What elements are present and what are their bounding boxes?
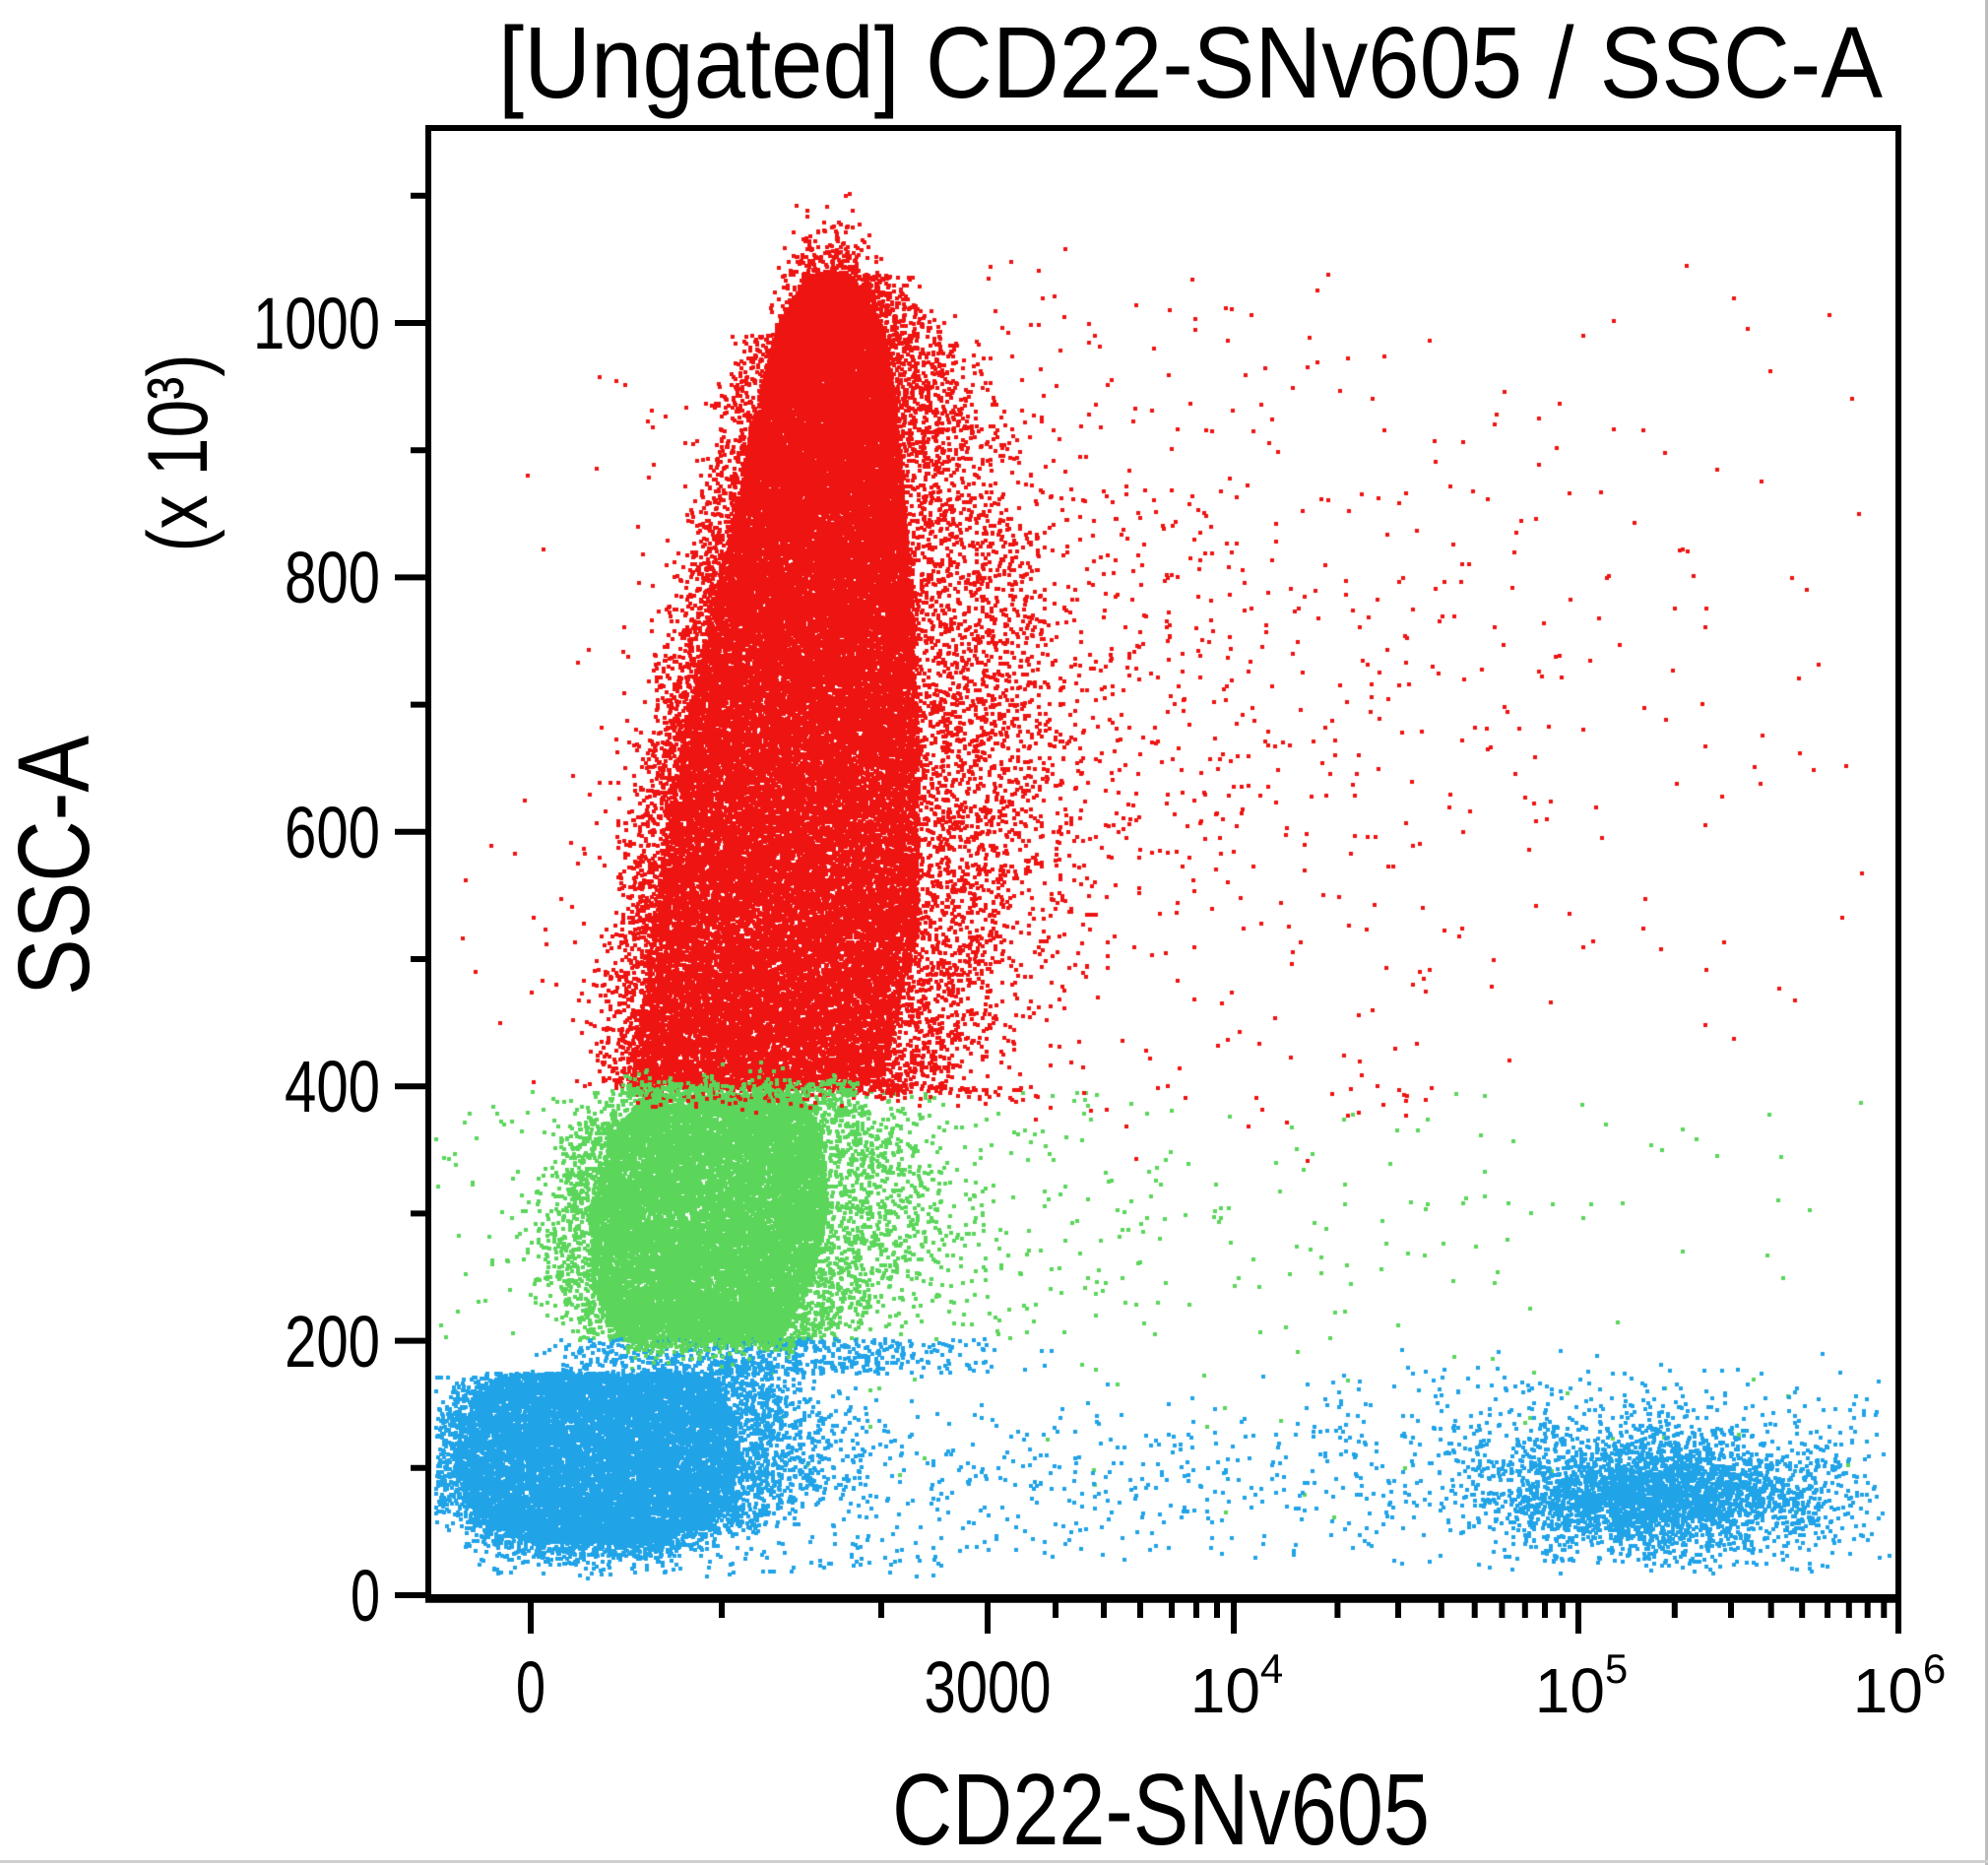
svg-text:[Ungated] CD22-SNv605 / SSC-A: [Ungated] CD22-SNv605 / SSC-A xyxy=(498,6,1883,119)
svg-text:106: 106 xyxy=(1853,1645,1947,1726)
svg-text:CD22-SNv605: CD22-SNv605 xyxy=(892,1753,1430,1865)
svg-text:200: 200 xyxy=(285,1301,380,1383)
svg-text:600: 600 xyxy=(285,792,380,873)
svg-text:0: 0 xyxy=(516,1646,545,1728)
svg-text:3000: 3000 xyxy=(925,1646,1052,1728)
svg-text:104: 104 xyxy=(1190,1645,1284,1726)
svg-text:1000: 1000 xyxy=(253,283,380,364)
svg-text:0: 0 xyxy=(351,1555,380,1637)
svg-text:400: 400 xyxy=(285,1046,380,1127)
svg-text:(x 10³): (x 10³) xyxy=(131,354,225,552)
svg-text:800: 800 xyxy=(285,537,380,618)
svg-text:105: 105 xyxy=(1535,1645,1629,1726)
svg-text:SSC-A: SSC-A xyxy=(0,736,110,996)
